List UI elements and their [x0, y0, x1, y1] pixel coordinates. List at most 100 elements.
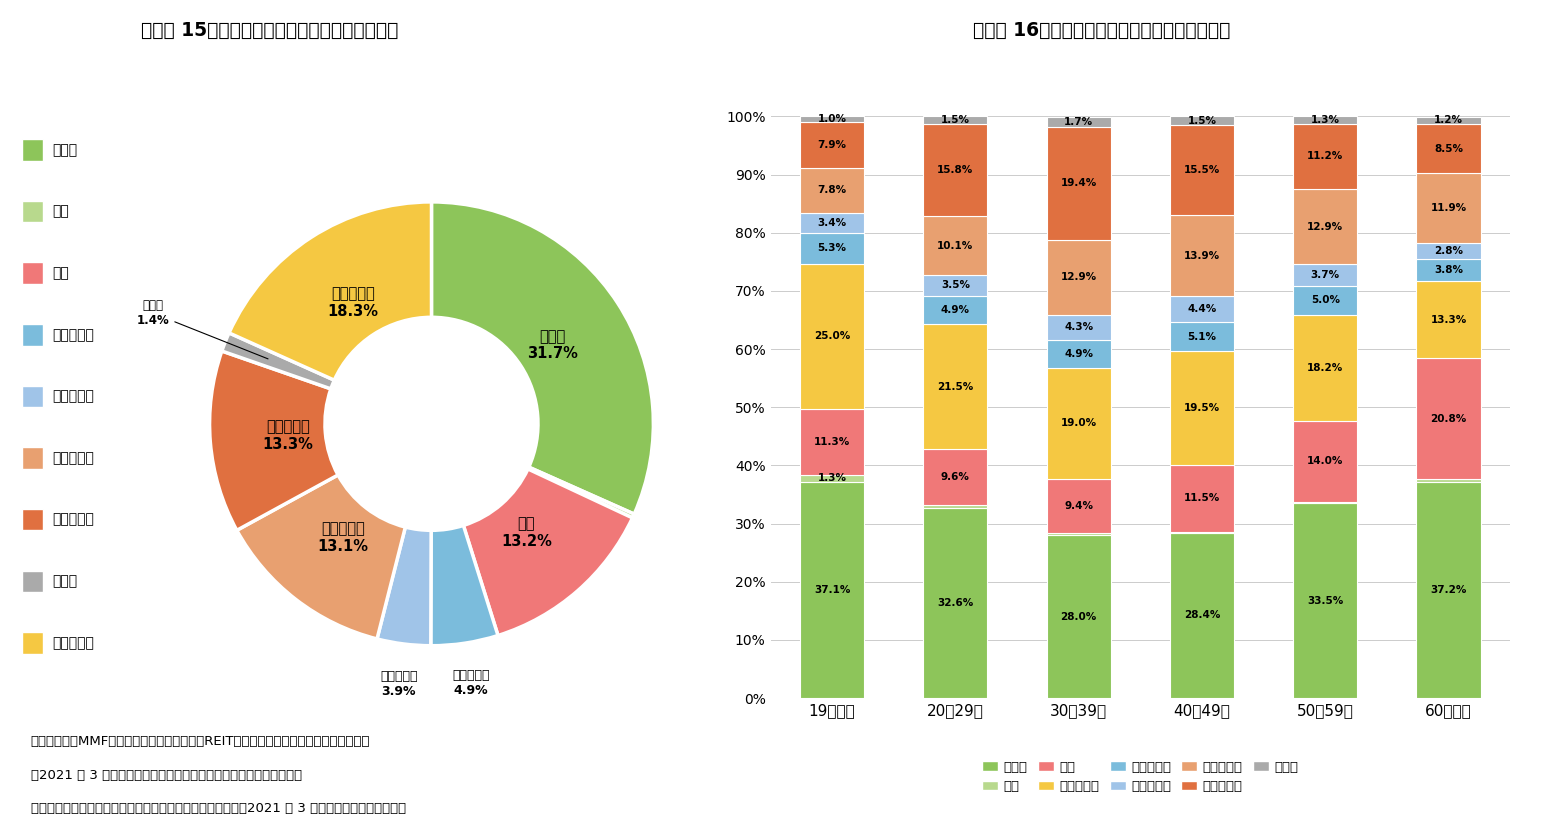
Bar: [1293, 116, 1358, 124]
Text: 4.9%: 4.9%: [1065, 349, 1093, 359]
Text: 7.9%: 7.9%: [818, 140, 846, 150]
Bar: [1416, 482, 1481, 698]
Bar: [1293, 502, 1358, 503]
Bar: [923, 505, 988, 509]
Bar: [1293, 124, 1358, 189]
Wedge shape: [378, 527, 431, 646]
Text: （注）短資：MMF、処理待機資金。その他：REIT、コモディティ、自社株、変額年金。: （注）短資：MMF、処理待機資金。その他：REIT、コモディティ、自社株、変額年…: [31, 735, 370, 749]
Bar: [923, 509, 988, 698]
Text: 11.5%: 11.5%: [1183, 494, 1220, 504]
Text: 国内株式型: 国内株式型: [52, 451, 94, 465]
Bar: [800, 168, 865, 213]
Text: 11.2%: 11.2%: [1307, 151, 1344, 161]
Legend: 預貯金, 短資, 保険, バランス型, 国内債券型, 外国債券型, 国内株式型, 外国株式型, その他: 預貯金, 短資, 保険, バランス型, 国内債券型, 外国債券型, 国内株式型,…: [983, 760, 1298, 794]
Bar: [800, 409, 865, 475]
Text: 3.7%: 3.7%: [1311, 270, 1339, 280]
Bar: [1046, 239, 1111, 315]
Text: 12.9%: 12.9%: [1060, 273, 1097, 283]
Text: その他: その他: [52, 574, 77, 588]
Text: 短資: 短資: [52, 204, 69, 219]
Text: 3.8%: 3.8%: [1435, 265, 1462, 275]
Bar: [1416, 259, 1481, 281]
Bar: [800, 121, 865, 168]
Text: 3.5%: 3.5%: [942, 280, 969, 290]
Text: 19.5%: 19.5%: [1183, 403, 1220, 413]
Text: 外国株式型: 外国株式型: [52, 513, 94, 527]
Text: 21.5%: 21.5%: [937, 381, 974, 391]
Text: 4.3%: 4.3%: [1065, 322, 1093, 332]
Text: 4.4%: 4.4%: [1188, 304, 1216, 314]
FancyBboxPatch shape: [22, 632, 43, 654]
Text: 顔貯金
31.7%: 顔貯金 31.7%: [527, 329, 578, 361]
Text: 19.4%: 19.4%: [1060, 178, 1097, 189]
Text: 13.9%: 13.9%: [1183, 251, 1220, 261]
Bar: [1170, 296, 1234, 322]
Bar: [923, 296, 988, 324]
Wedge shape: [431, 202, 653, 514]
Text: 保険
13.2%: 保険 13.2%: [501, 516, 552, 548]
Text: 28.4%: 28.4%: [1183, 611, 1220, 621]
Bar: [1416, 124, 1481, 174]
Bar: [1416, 358, 1481, 479]
FancyBboxPatch shape: [22, 386, 43, 407]
Text: 13.3%: 13.3%: [1430, 315, 1467, 325]
Bar: [800, 116, 865, 121]
Wedge shape: [222, 333, 334, 389]
Text: 4.9%: 4.9%: [942, 305, 969, 315]
Bar: [800, 475, 865, 482]
Bar: [1170, 352, 1234, 465]
Text: 9.4%: 9.4%: [1065, 501, 1093, 511]
Text: 32.6%: 32.6%: [937, 598, 974, 608]
Bar: [1293, 503, 1358, 698]
Wedge shape: [210, 351, 337, 530]
Bar: [1293, 315, 1358, 420]
Text: 2.8%: 2.8%: [1435, 246, 1462, 256]
Text: 19.0%: 19.0%: [1060, 419, 1097, 429]
Text: 1.5%: 1.5%: [942, 116, 969, 125]
FancyBboxPatch shape: [22, 509, 43, 530]
Bar: [1046, 340, 1111, 368]
Text: 国内株式型
13.1%: 国内株式型 13.1%: [317, 522, 368, 554]
Bar: [923, 125, 988, 216]
Bar: [1046, 534, 1111, 535]
Text: 11.3%: 11.3%: [814, 437, 851, 447]
Bar: [1046, 127, 1111, 239]
Text: 1.2%: 1.2%: [1435, 116, 1462, 125]
Bar: [1046, 368, 1111, 479]
Bar: [1293, 420, 1358, 502]
Text: 1.3%: 1.3%: [1311, 116, 1339, 125]
Text: 10.1%: 10.1%: [937, 241, 974, 251]
Text: 1.3%: 1.3%: [818, 474, 846, 484]
Text: 5.0%: 5.0%: [1311, 295, 1339, 305]
Bar: [1170, 322, 1234, 352]
Text: 15.8%: 15.8%: [937, 165, 974, 175]
Text: その他
1.4%: その他 1.4%: [137, 299, 268, 359]
Bar: [923, 324, 988, 449]
Bar: [1416, 243, 1481, 259]
Text: 37.1%: 37.1%: [814, 585, 851, 595]
Wedge shape: [237, 475, 405, 639]
FancyBboxPatch shape: [22, 201, 43, 223]
Bar: [800, 263, 865, 409]
Wedge shape: [230, 202, 431, 380]
Bar: [1293, 189, 1358, 264]
Text: 外国債券型
3.9%: 外国債券型 3.9%: [381, 670, 418, 697]
Text: 20.8%: 20.8%: [1430, 414, 1467, 424]
FancyBboxPatch shape: [22, 447, 43, 469]
Bar: [923, 216, 988, 275]
Bar: [1293, 286, 1358, 315]
Bar: [1170, 215, 1234, 296]
Text: 33.5%: 33.5%: [1307, 596, 1344, 606]
Text: 5.1%: 5.1%: [1188, 332, 1216, 342]
Text: 【図表 16】年代別確定拠出年金の運用商品割合: 【図表 16】年代別確定拠出年金の運用商品割合: [972, 21, 1231, 40]
FancyBboxPatch shape: [22, 324, 43, 346]
Bar: [923, 275, 988, 296]
Text: 1.5%: 1.5%: [1188, 116, 1216, 125]
Text: 25.0%: 25.0%: [814, 332, 851, 342]
Bar: [1416, 479, 1481, 482]
Text: 国内債券型
4.9%: 国内債券型 4.9%: [452, 669, 490, 696]
Text: 15.5%: 15.5%: [1183, 165, 1220, 175]
Text: 外国債券型: 外国債券型: [52, 390, 94, 403]
Text: バランス型
18.3%: バランス型 18.3%: [328, 287, 379, 319]
Bar: [1170, 465, 1234, 532]
